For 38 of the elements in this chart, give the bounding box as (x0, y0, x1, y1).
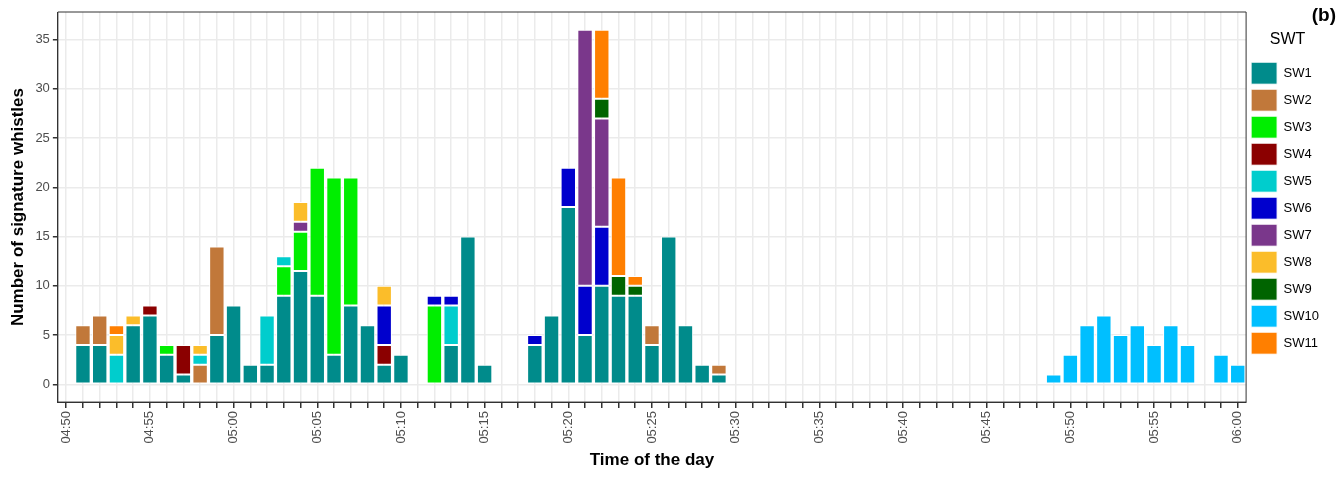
legend-label: SW11 (1283, 334, 1319, 350)
y-tick-label: 5 (42, 326, 50, 342)
legend-label: SW3 (1283, 118, 1312, 134)
x-tick-label: 05:35 (810, 411, 826, 444)
text: (b) (1311, 3, 1336, 25)
x-tick-label: 05:55 (1145, 411, 1161, 444)
x-tick-label: 05:45 (978, 411, 994, 444)
legend-label: SW6 (1283, 199, 1312, 215)
legend-title: SWT (1269, 30, 1306, 48)
x-tick-label: 05:25 (643, 411, 659, 444)
legend-label: SW7 (1283, 226, 1312, 242)
legend-label: SW2 (1283, 91, 1312, 107)
y-tick-label: 20 (35, 178, 50, 194)
x-tick-label: 05:15 (476, 411, 492, 444)
x-tick-label: 04:50 (57, 411, 73, 444)
y-tick-label: 30 (35, 80, 50, 96)
legend-label: SW4 (1283, 145, 1312, 161)
x-tick-label: 05:05 (308, 411, 324, 444)
legend-label: SW1 (1283, 64, 1312, 80)
x-tick-label: 05:10 (392, 411, 408, 444)
y-tick-label: 15 (35, 228, 50, 244)
legend-label: SW8 (1283, 253, 1312, 269)
legend-label: SW10 (1283, 307, 1320, 323)
y-tick-label: 0 (42, 375, 50, 391)
x-tick-label: 06:00 (1229, 411, 1245, 444)
y-tick-label: 10 (35, 277, 50, 293)
y-tick-label: 25 (35, 129, 50, 145)
legend-label: SW9 (1283, 280, 1312, 296)
x-tick-label: 05:30 (727, 411, 743, 444)
legend-label: SW5 (1283, 172, 1312, 188)
y-tick-label: 35 (35, 31, 50, 47)
x-tick-label: 05:40 (894, 411, 910, 444)
x-tick-label: 04:55 (141, 411, 157, 444)
y-axis-title: Number of signature whistles (7, 88, 27, 327)
x-tick-label: 05:50 (1061, 411, 1077, 444)
x-tick-label: 05:20 (559, 411, 575, 444)
x-tick-label: 05:00 (225, 411, 241, 444)
x-axis-title: Time of the day (589, 450, 715, 470)
